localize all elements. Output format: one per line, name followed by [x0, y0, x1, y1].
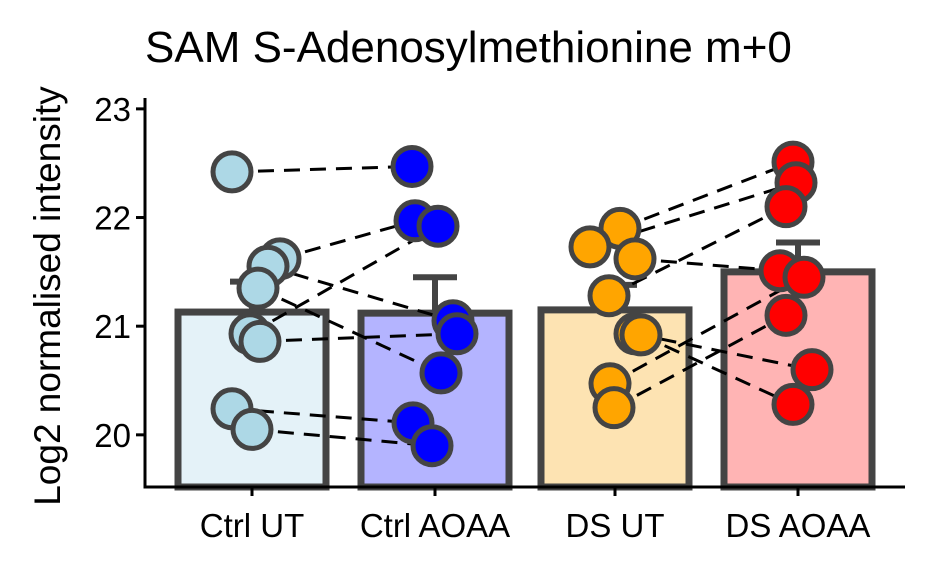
data-point-ds-aoaa	[782, 255, 826, 299]
axes-layer: 20 21 22 23 Ctrl UT Ctrl AOAA DS UT DS AOAA	[94, 91, 905, 544]
paired-line	[619, 160, 794, 230]
x-tick-label: DS AOAA	[726, 507, 871, 544]
paired-line	[609, 275, 805, 386]
paired-line	[249, 224, 439, 336]
data-point-ds-aoaa	[764, 185, 808, 229]
data-point-ds-aoaa	[771, 382, 815, 426]
data-point-ctrl-aoaa	[435, 312, 479, 356]
paired-line	[634, 332, 813, 372]
paired-line	[267, 264, 454, 323]
error-bar-ctrl-aoaa	[413, 274, 457, 314]
data-point-ds-ut	[619, 313, 663, 357]
data-point-ctrl-ut	[236, 266, 280, 310]
data-point-ds-ut	[613, 237, 657, 281]
y-tick-label: 22	[94, 200, 131, 237]
paired-line	[608, 205, 787, 298]
y-tick-label: 21	[94, 308, 131, 345]
data-point-ds-ut	[592, 386, 636, 430]
x-tick-label: Ctrl UT	[200, 507, 304, 544]
x-tick-label: DS UT	[566, 507, 665, 544]
paired-line	[257, 286, 442, 375]
data-point-ctrl-ut	[238, 319, 282, 363]
paired-line	[640, 333, 794, 406]
data-point-ds-aoaa	[764, 293, 808, 337]
data-point-ds-ut	[587, 274, 631, 318]
data-point-ctrl-ut	[230, 407, 274, 451]
x-tick-label: Ctrl AOAA	[360, 507, 510, 544]
data-point-ctrl-aoaa	[416, 204, 460, 248]
data-point-ctrl-aoaa	[410, 424, 454, 468]
paired-line	[231, 164, 413, 174]
y-axis-label: Log2 normalised intensity	[27, 86, 68, 506]
paired-line	[279, 219, 416, 261]
chart-title: SAM S-Adenosylmethionine m+0	[145, 23, 792, 72]
paired-lines-layer	[231, 160, 813, 448]
data-point-ctrl-aoaa	[419, 351, 463, 395]
paired-line	[251, 427, 433, 448]
data-point-ctrl-ut	[210, 150, 254, 194]
data-point-ds-aoaa	[790, 348, 834, 392]
points-layer	[210, 140, 834, 468]
paired-line	[613, 313, 787, 410]
y-tick-label: 23	[94, 91, 131, 128]
paired-line	[259, 332, 458, 343]
y-tick-label: 20	[94, 417, 131, 454]
data-point-ctrl-aoaa	[390, 144, 434, 188]
data-point-ds-ut	[568, 225, 612, 269]
